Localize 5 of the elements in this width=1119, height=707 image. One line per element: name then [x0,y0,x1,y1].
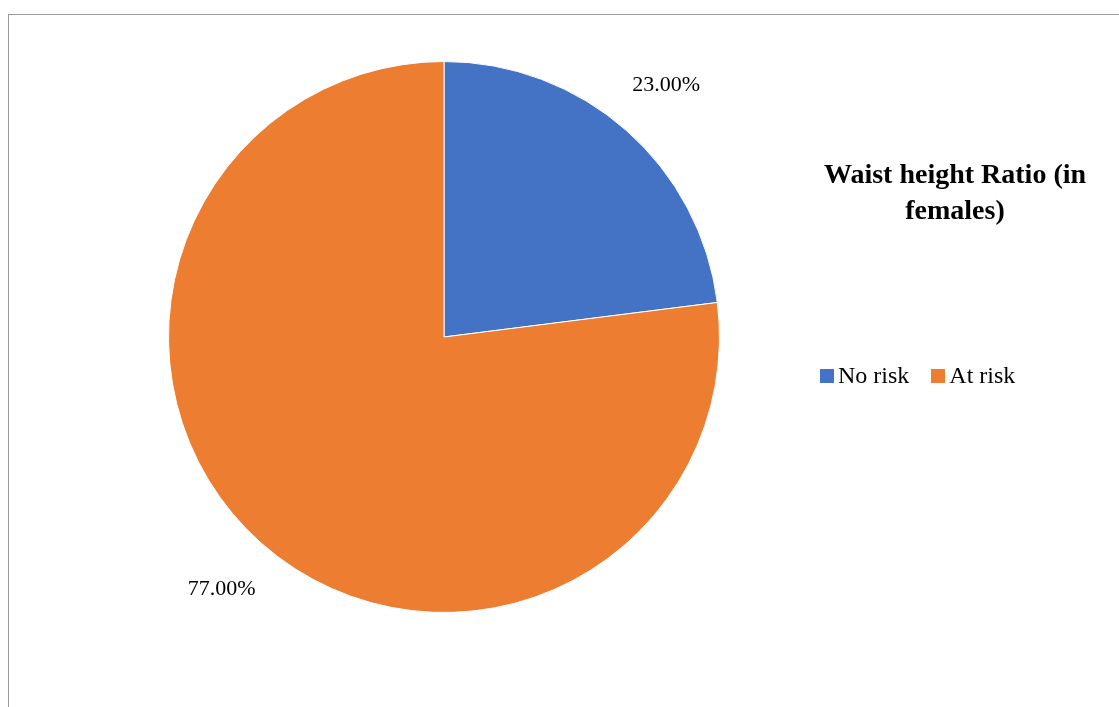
data-label: 77.00% [187,574,256,600]
data-label: 23.00% [632,70,701,96]
legend-label: At risk [949,362,1016,389]
legend-label: No risk [838,362,910,389]
text: Waist height Ratio (in females) [822,157,1088,227]
